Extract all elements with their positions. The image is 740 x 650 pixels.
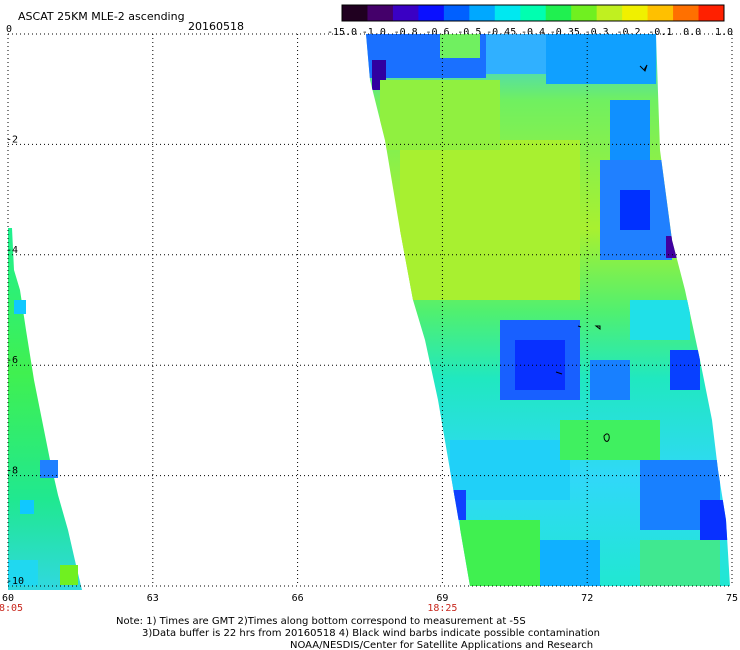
colorbar-label: 1.0: [715, 27, 733, 38]
colorbar-label: -15.0: [327, 27, 357, 38]
colorbar-label: -0.35: [550, 27, 580, 38]
colorbar: [341, 4, 725, 22]
colorbar-swatch: [443, 5, 470, 21]
colorbar-swatch: [673, 5, 700, 21]
longitude-tick-labels: 60 63 66 69 72 75: [2, 593, 738, 604]
colorbar-swatch: [494, 5, 521, 21]
note-line-1: Note: 1) Times are GMT 2)Times along bot…: [116, 616, 526, 627]
colorbar-swatch: [571, 5, 598, 21]
grid-lines: [7, 33, 733, 587]
longitude-tick: 69: [436, 593, 448, 604]
colorbar-label: -0.8: [394, 27, 418, 38]
note-line-2: 3)Data buffer is 22 hrs from 20160518 4)…: [142, 628, 600, 639]
colorbar-swatch: [622, 5, 649, 21]
colorbar-label: -1.0: [362, 27, 386, 38]
colorbar-label: -0.6: [425, 27, 449, 38]
colorbar-swatch: [469, 5, 496, 21]
colorbar-swatch: [342, 5, 368, 21]
left-swath: [8, 228, 82, 590]
colorbar-swatch: [367, 5, 394, 21]
colorbar-frame: [341, 4, 725, 22]
colorbar-label: -0.3: [585, 27, 609, 38]
time-label: 18:25: [427, 603, 457, 614]
colorbar-label: -0.2: [616, 27, 640, 38]
latitude-tick: -8: [6, 466, 18, 477]
colorbar-label: -0.45: [486, 27, 516, 38]
map-date: 20160518: [188, 20, 244, 33]
longitude-tick: 66: [292, 593, 304, 604]
latitude-tick: -10: [6, 576, 24, 587]
time-labels: 18:05 18:25: [0, 603, 457, 614]
colorbar-labels: -15.0 -1.0 -0.8 -0.6 -0.5 -0.45 -0.4 -0.35 -0.3-…: [327, 27, 733, 38]
latitude-tick: -4: [6, 245, 18, 256]
latitude-tick: -6: [6, 355, 18, 366]
colorbar-label: 0.0: [683, 27, 701, 38]
latitude-tick: -2: [6, 134, 18, 145]
colorbar-label: -0.4: [521, 27, 545, 38]
latitude-tick: 0: [6, 24, 12, 35]
main-swath: [366, 34, 730, 586]
island-outlines: [555, 64, 648, 442]
colorbar-label: -0.1: [648, 27, 672, 38]
longitude-tick: 63: [147, 593, 159, 604]
colorbar-swatch: [698, 5, 725, 21]
longitude-tick: 75: [726, 593, 738, 604]
map-title: ASCAT 25KM MLE-2 ascending: [18, 10, 185, 23]
longitude-tick: 72: [581, 593, 593, 604]
longitude-tick: 60: [2, 593, 14, 604]
time-label: 18:05: [0, 603, 23, 614]
colorbar-swatch: [520, 5, 547, 21]
colorbar-swatch: [545, 5, 572, 21]
colorbar-swatch: [392, 5, 419, 21]
latitude-tick-labels: 0 -2 -4 -6 -8 -10: [6, 24, 24, 587]
colorbar-label: -0.5: [457, 27, 481, 38]
colorbar-swatch: [647, 5, 674, 21]
colorbar-swatch: [418, 5, 445, 21]
note-line-3: NOAA/NESDIS/Center for Satellite Applica…: [290, 640, 593, 650]
colorbar-swatch: [596, 5, 623, 21]
